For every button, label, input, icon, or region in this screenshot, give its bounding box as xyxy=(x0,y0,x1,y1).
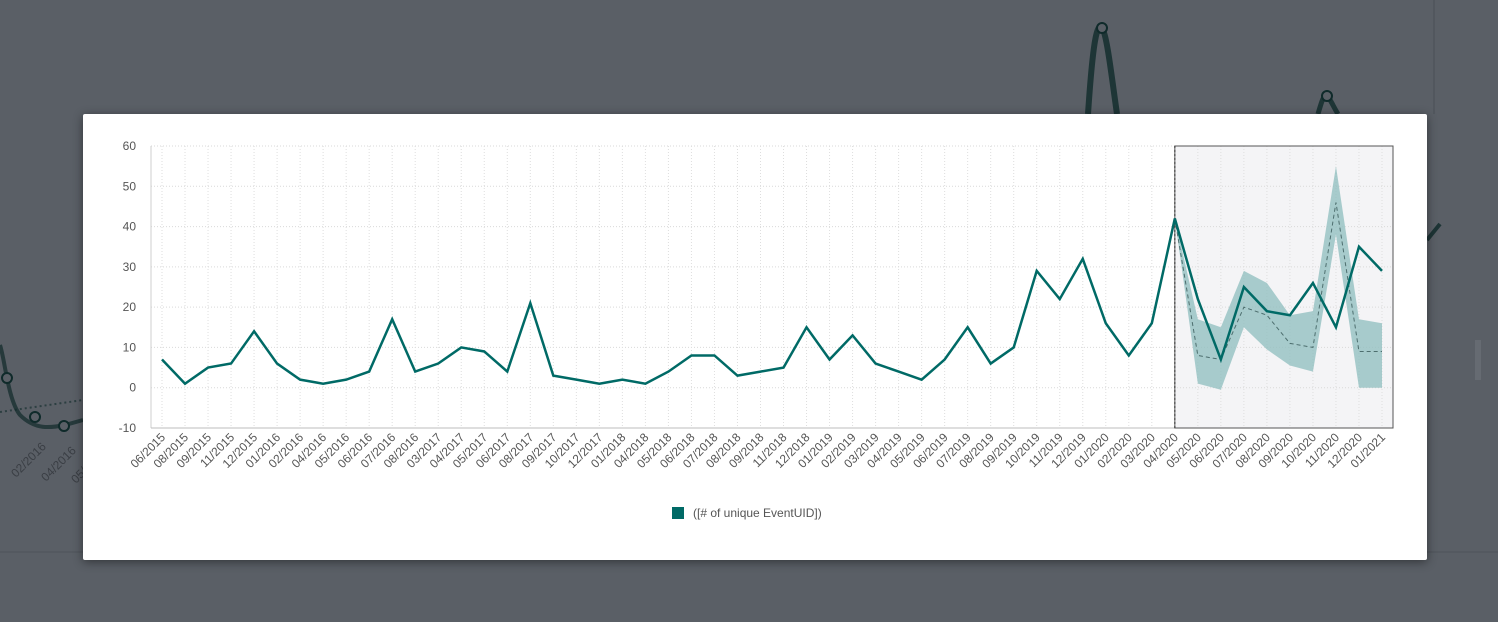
background-point xyxy=(1096,22,1108,34)
y-tick-label: 60 xyxy=(123,139,137,153)
y-tick-label: 40 xyxy=(123,220,137,234)
background-point xyxy=(58,420,70,432)
y-tick-label: 20 xyxy=(123,300,137,314)
chart-legend[interactable]: ([# of unique EventUID]) xyxy=(672,505,822,521)
forecast-confidence-band xyxy=(1174,166,1382,390)
background-series-line xyxy=(0,344,84,430)
series-line xyxy=(161,218,1383,386)
y-tick-label: 10 xyxy=(123,340,137,354)
y-tick-label: 50 xyxy=(123,179,137,193)
background-series-line xyxy=(1425,222,1442,242)
background-trend-line xyxy=(0,399,84,413)
y-tick-label: 30 xyxy=(123,260,137,274)
legend-label: ([# of unique EventUID]) xyxy=(693,506,822,520)
background-point xyxy=(1321,90,1333,102)
y-tick-label: 0 xyxy=(129,381,136,395)
y-tick-label: -10 xyxy=(119,421,137,435)
background-point xyxy=(1,372,13,384)
background-peak-line xyxy=(1085,23,1120,115)
background-point xyxy=(29,411,41,423)
line-chart: -10010203040506006/201508/201509/201511/… xyxy=(119,139,1394,471)
forecast-line xyxy=(1174,202,1382,361)
legend-swatch xyxy=(672,507,684,519)
chart-modal: -10 0 10 20 30 40 50 60 06/2015 08/2015 09/2015 11/… xyxy=(83,114,1427,560)
